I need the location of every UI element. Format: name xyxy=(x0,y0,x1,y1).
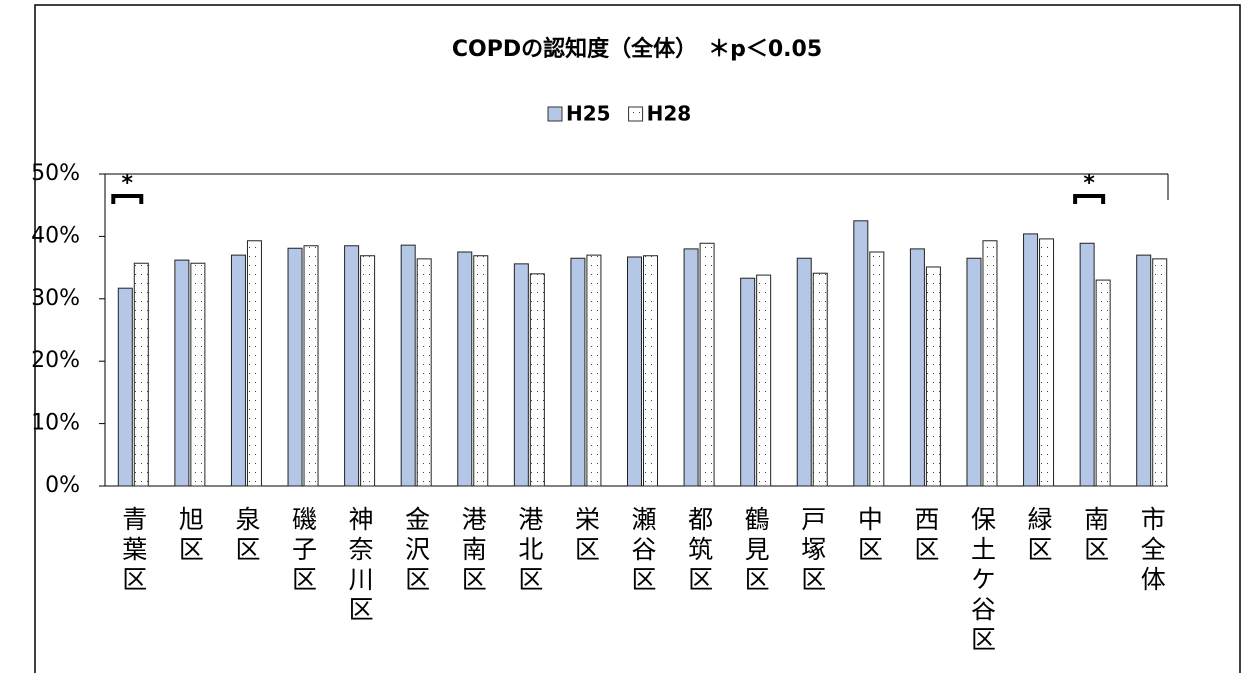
bar xyxy=(303,245,319,487)
annotation: * xyxy=(1083,171,1095,196)
bar xyxy=(1079,242,1095,487)
x-tick-label: 都筑区 xyxy=(685,506,714,596)
x-tick-label: 神奈川区 xyxy=(345,506,374,626)
legend-label: H25 xyxy=(566,102,611,126)
bar xyxy=(190,262,206,487)
x-tick-label: 中区 xyxy=(854,506,883,566)
legend-swatch xyxy=(628,106,644,122)
bar xyxy=(1039,238,1055,487)
bar xyxy=(230,254,246,487)
bar xyxy=(1136,254,1152,487)
x-tick-label: 泉区 xyxy=(232,506,261,566)
bar xyxy=(246,240,262,487)
bar xyxy=(457,251,473,487)
y-tick-label: 20% xyxy=(31,348,80,373)
bar xyxy=(966,257,982,487)
bar xyxy=(570,257,586,487)
bar xyxy=(869,251,885,487)
bar xyxy=(643,255,658,487)
x-tick-label: 保土ケ谷区 xyxy=(967,506,996,656)
y-tick-label: 10% xyxy=(31,411,80,436)
x-tick-label: 緑区 xyxy=(1024,506,1053,566)
bar xyxy=(1095,279,1111,487)
bar xyxy=(1152,258,1168,487)
chart-title: COPDの認知度（全体） ＊p＜0.05 xyxy=(452,36,822,62)
x-tick-label: 金沢区 xyxy=(402,506,431,596)
legend-swatch xyxy=(547,106,563,122)
bar xyxy=(513,263,529,487)
significance-bracket xyxy=(1073,194,1106,204)
x-tick-label: 栄区 xyxy=(571,506,600,566)
bar xyxy=(529,273,545,487)
bar xyxy=(796,257,812,487)
bar xyxy=(473,255,489,487)
bar xyxy=(982,240,998,487)
legend-label: H28 xyxy=(647,102,692,126)
y-tick-label: 30% xyxy=(31,286,80,311)
x-tick-label: 瀬谷区 xyxy=(628,506,657,596)
bar xyxy=(925,266,941,487)
bar xyxy=(699,242,715,487)
bar xyxy=(416,258,432,487)
x-tick-label: 青葉区 xyxy=(119,506,148,596)
bar xyxy=(133,262,149,487)
x-tick-label: 旭区 xyxy=(175,506,204,566)
x-tick-label: 磯子区 xyxy=(289,506,318,596)
bar xyxy=(586,254,602,487)
x-tick-label: 南区 xyxy=(1081,506,1110,566)
significance-bracket xyxy=(111,194,144,204)
x-tick-label: 港北区 xyxy=(515,506,544,596)
bar xyxy=(812,272,828,487)
bar xyxy=(683,248,699,487)
bar xyxy=(853,220,869,487)
bar xyxy=(1023,233,1039,487)
bar xyxy=(344,245,360,487)
x-tick-label: 港南区 xyxy=(458,506,487,596)
bar xyxy=(756,274,772,487)
x-tick-label: 鶴見区 xyxy=(741,506,770,596)
bar xyxy=(287,247,303,487)
x-tick-label: 戸塚区 xyxy=(798,506,827,596)
bar xyxy=(909,248,925,487)
y-tick-label: 40% xyxy=(31,223,80,248)
bar xyxy=(627,256,642,487)
bar xyxy=(400,244,416,487)
bar xyxy=(740,277,756,487)
y-tick-label: 50% xyxy=(31,161,80,186)
x-tick-label: 市全体 xyxy=(1137,506,1166,596)
bar xyxy=(360,255,376,487)
x-tick-label: 西区 xyxy=(911,506,940,566)
y-tick-label: 0% xyxy=(45,473,80,498)
bar xyxy=(174,259,190,487)
annotation: * xyxy=(122,171,134,196)
bar xyxy=(117,287,133,487)
